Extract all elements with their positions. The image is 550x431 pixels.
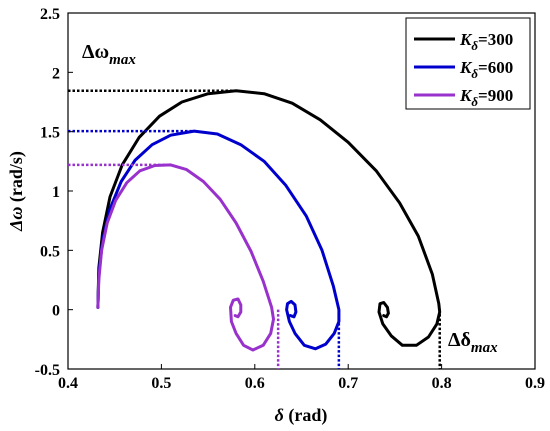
y-tick-label: 0 xyxy=(52,303,60,320)
y-tick-label: -0.5 xyxy=(35,362,60,379)
legend-entry-600: Kδ=600 xyxy=(414,58,513,81)
legend-label-300: Kδ=300 xyxy=(459,30,513,53)
y-tick-label: 1.5 xyxy=(40,125,60,142)
y-tick-label: 1 xyxy=(52,184,60,201)
x-tick-label: 0.7 xyxy=(338,375,358,392)
series-line-1 xyxy=(96,129,341,351)
annotation-delta-delta-max: Δδmax xyxy=(448,329,498,356)
series-curves xyxy=(68,89,442,369)
y-tick-label: 2 xyxy=(52,65,60,82)
legend: Kδ=300 Kδ=600 Kδ=900 xyxy=(405,17,531,110)
y-axis: -0.5 0 0.5 1 1.5 2 2.5 xyxy=(35,6,73,379)
y-tick-label: 2.5 xyxy=(40,6,60,23)
legend-label-600: Kδ=600 xyxy=(459,58,513,81)
x-tick-label: 0.6 xyxy=(245,375,265,392)
x-tick-label: 0.4 xyxy=(58,375,78,392)
legend-label-900: Kδ=900 xyxy=(459,86,513,109)
y-tick-label: 0.5 xyxy=(40,243,60,260)
x-tick-label: 0.9 xyxy=(525,375,545,392)
x-tick-label: 0.5 xyxy=(151,375,171,392)
y-axis-label: Δω (rad/s) xyxy=(6,151,27,232)
legend-entry-900: Kδ=900 xyxy=(414,86,513,109)
x-tick-label: 0.8 xyxy=(432,375,452,392)
annotation-delta-omega-max: Δωmax xyxy=(82,41,136,68)
x-axis: 0.4 0.5 0.6 0.7 0.8 0.9 xyxy=(58,364,545,392)
x-axis-label: δ (rad) xyxy=(275,405,328,426)
legend-entry-300: Kδ=300 xyxy=(414,30,513,53)
series-line-2 xyxy=(96,163,275,352)
